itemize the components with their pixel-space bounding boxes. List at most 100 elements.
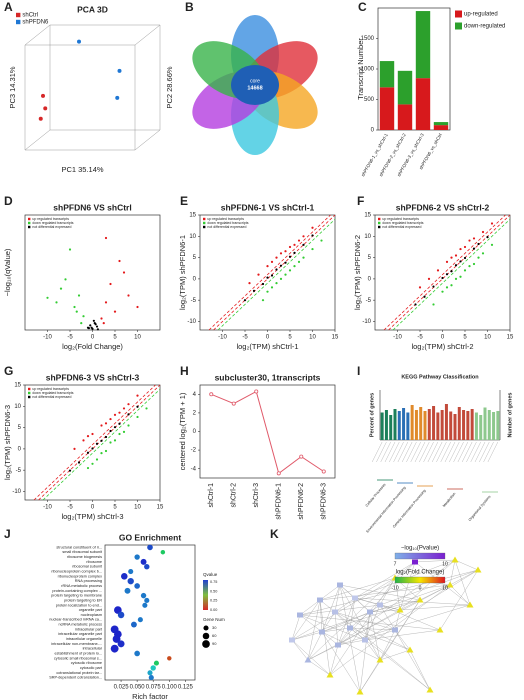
data-point — [77, 461, 81, 464]
data-point — [68, 469, 72, 472]
legend-swatch — [28, 225, 31, 229]
data-point — [481, 252, 485, 255]
data-point — [89, 324, 92, 327]
y-tick-label: -5 — [191, 298, 197, 304]
data-point — [104, 236, 108, 240]
data-point — [468, 265, 471, 268]
data-point — [490, 222, 494, 225]
dot — [110, 644, 119, 653]
chart-title: KEGG Pathway Classification — [401, 374, 479, 380]
data-point — [73, 305, 76, 309]
data-point — [100, 317, 103, 320]
dot — [130, 621, 137, 628]
data-point — [100, 439, 103, 442]
bar — [492, 412, 496, 440]
legend-label: down regulated transcripts — [382, 221, 423, 225]
data-point — [38, 116, 43, 121]
data-point — [293, 243, 296, 246]
data-point — [302, 256, 305, 259]
y-tick-label: protein targeting to membrane — [51, 594, 102, 598]
network-node — [304, 656, 312, 663]
network-edge — [454, 559, 479, 571]
data-point — [104, 422, 108, 425]
y-tick-label: ribosome biogenesis — [67, 555, 102, 559]
x-axis-label: log₂(TPM) shCtrl-3 — [61, 512, 123, 521]
color-tick-label: 0.25 — [210, 599, 217, 603]
network-edge — [334, 611, 351, 629]
legend-swatch — [28, 221, 31, 225]
data-point — [118, 432, 121, 436]
network-edge — [394, 577, 401, 611]
x-tick-label: shPFDN6-3 — [321, 483, 328, 520]
x-tick-label: shCtrl-3 — [253, 483, 260, 508]
y-tick-label: organelle part — [79, 608, 103, 612]
data-point — [463, 256, 467, 260]
data-point — [320, 239, 323, 242]
category-tick — [401, 441, 413, 463]
data-point — [231, 401, 236, 406]
bar — [457, 407, 461, 440]
dot — [137, 617, 143, 623]
network-edge — [394, 629, 431, 691]
y-tick-label: 5 — [368, 255, 372, 261]
legend-label: shPFDN6 — [22, 20, 49, 26]
bar — [496, 411, 500, 440]
network-edge — [339, 584, 361, 693]
x-tick-label: shCtrl-1 — [208, 483, 215, 508]
y-tick-label: establishment of protein lo... — [55, 651, 103, 655]
data-point — [445, 286, 449, 289]
data-point — [468, 239, 471, 242]
y-tick-label: intracellular organelle — [66, 637, 102, 641]
data-point — [59, 287, 63, 290]
x-axis-label: log₂(TPM) shCtrl-1 — [236, 342, 298, 351]
group-label: Metabolism — [442, 492, 457, 508]
network-edge — [321, 631, 361, 693]
data-point — [288, 255, 292, 258]
network-edge — [337, 609, 401, 646]
network-node — [317, 597, 323, 603]
data-point — [94, 323, 97, 326]
data-point — [95, 325, 99, 328]
legend-label: down regulated transcripts — [32, 221, 73, 225]
bar — [414, 410, 418, 440]
category-tick — [453, 441, 464, 463]
x-tick-label: -5 — [242, 335, 248, 341]
data-point — [481, 230, 485, 234]
network-edge — [307, 631, 323, 661]
chart-title: shPFDN6-2 VS shCtrl-2 — [396, 202, 490, 212]
network-edge — [414, 559, 456, 563]
data-point — [109, 282, 112, 286]
network-edge — [399, 559, 456, 611]
dot — [127, 577, 134, 585]
dot — [167, 656, 172, 661]
y-tick-label: cytosolic small ribosomal s... — [54, 656, 102, 660]
x-tick-label: 10 — [484, 335, 491, 341]
network-node — [356, 688, 364, 695]
y-tick-label: 1000 — [361, 67, 375, 73]
dot — [144, 597, 150, 603]
x-tick-label: 5 — [113, 335, 117, 341]
group-label: Organismal Systems — [468, 494, 492, 521]
data-point — [86, 466, 90, 470]
dot — [128, 568, 134, 575]
data-point — [459, 275, 462, 278]
data-point — [445, 260, 449, 263]
x-axis-label: Rich factor — [132, 692, 168, 700]
data-point — [127, 294, 130, 297]
legend-swatch — [378, 225, 381, 229]
cube-edge — [24, 24, 51, 46]
bar — [470, 409, 474, 440]
legend-label: up regulated transcripts — [32, 217, 69, 221]
data-point — [96, 328, 99, 331]
data-point — [90, 326, 93, 329]
reference-line — [42, 388, 161, 501]
network-node — [289, 637, 295, 643]
fc-tick-label: -10 — [391, 585, 398, 591]
x-tick-label: -10 — [43, 505, 52, 511]
fc-tick-label: 10 — [442, 585, 448, 591]
bar — [406, 412, 410, 440]
data-point — [91, 432, 94, 436]
pvalue-tick-label: 10 — [442, 561, 448, 567]
y-axis-label: log₂(TPM) shPFDN6-1 — [178, 235, 187, 310]
network-node — [367, 609, 373, 615]
